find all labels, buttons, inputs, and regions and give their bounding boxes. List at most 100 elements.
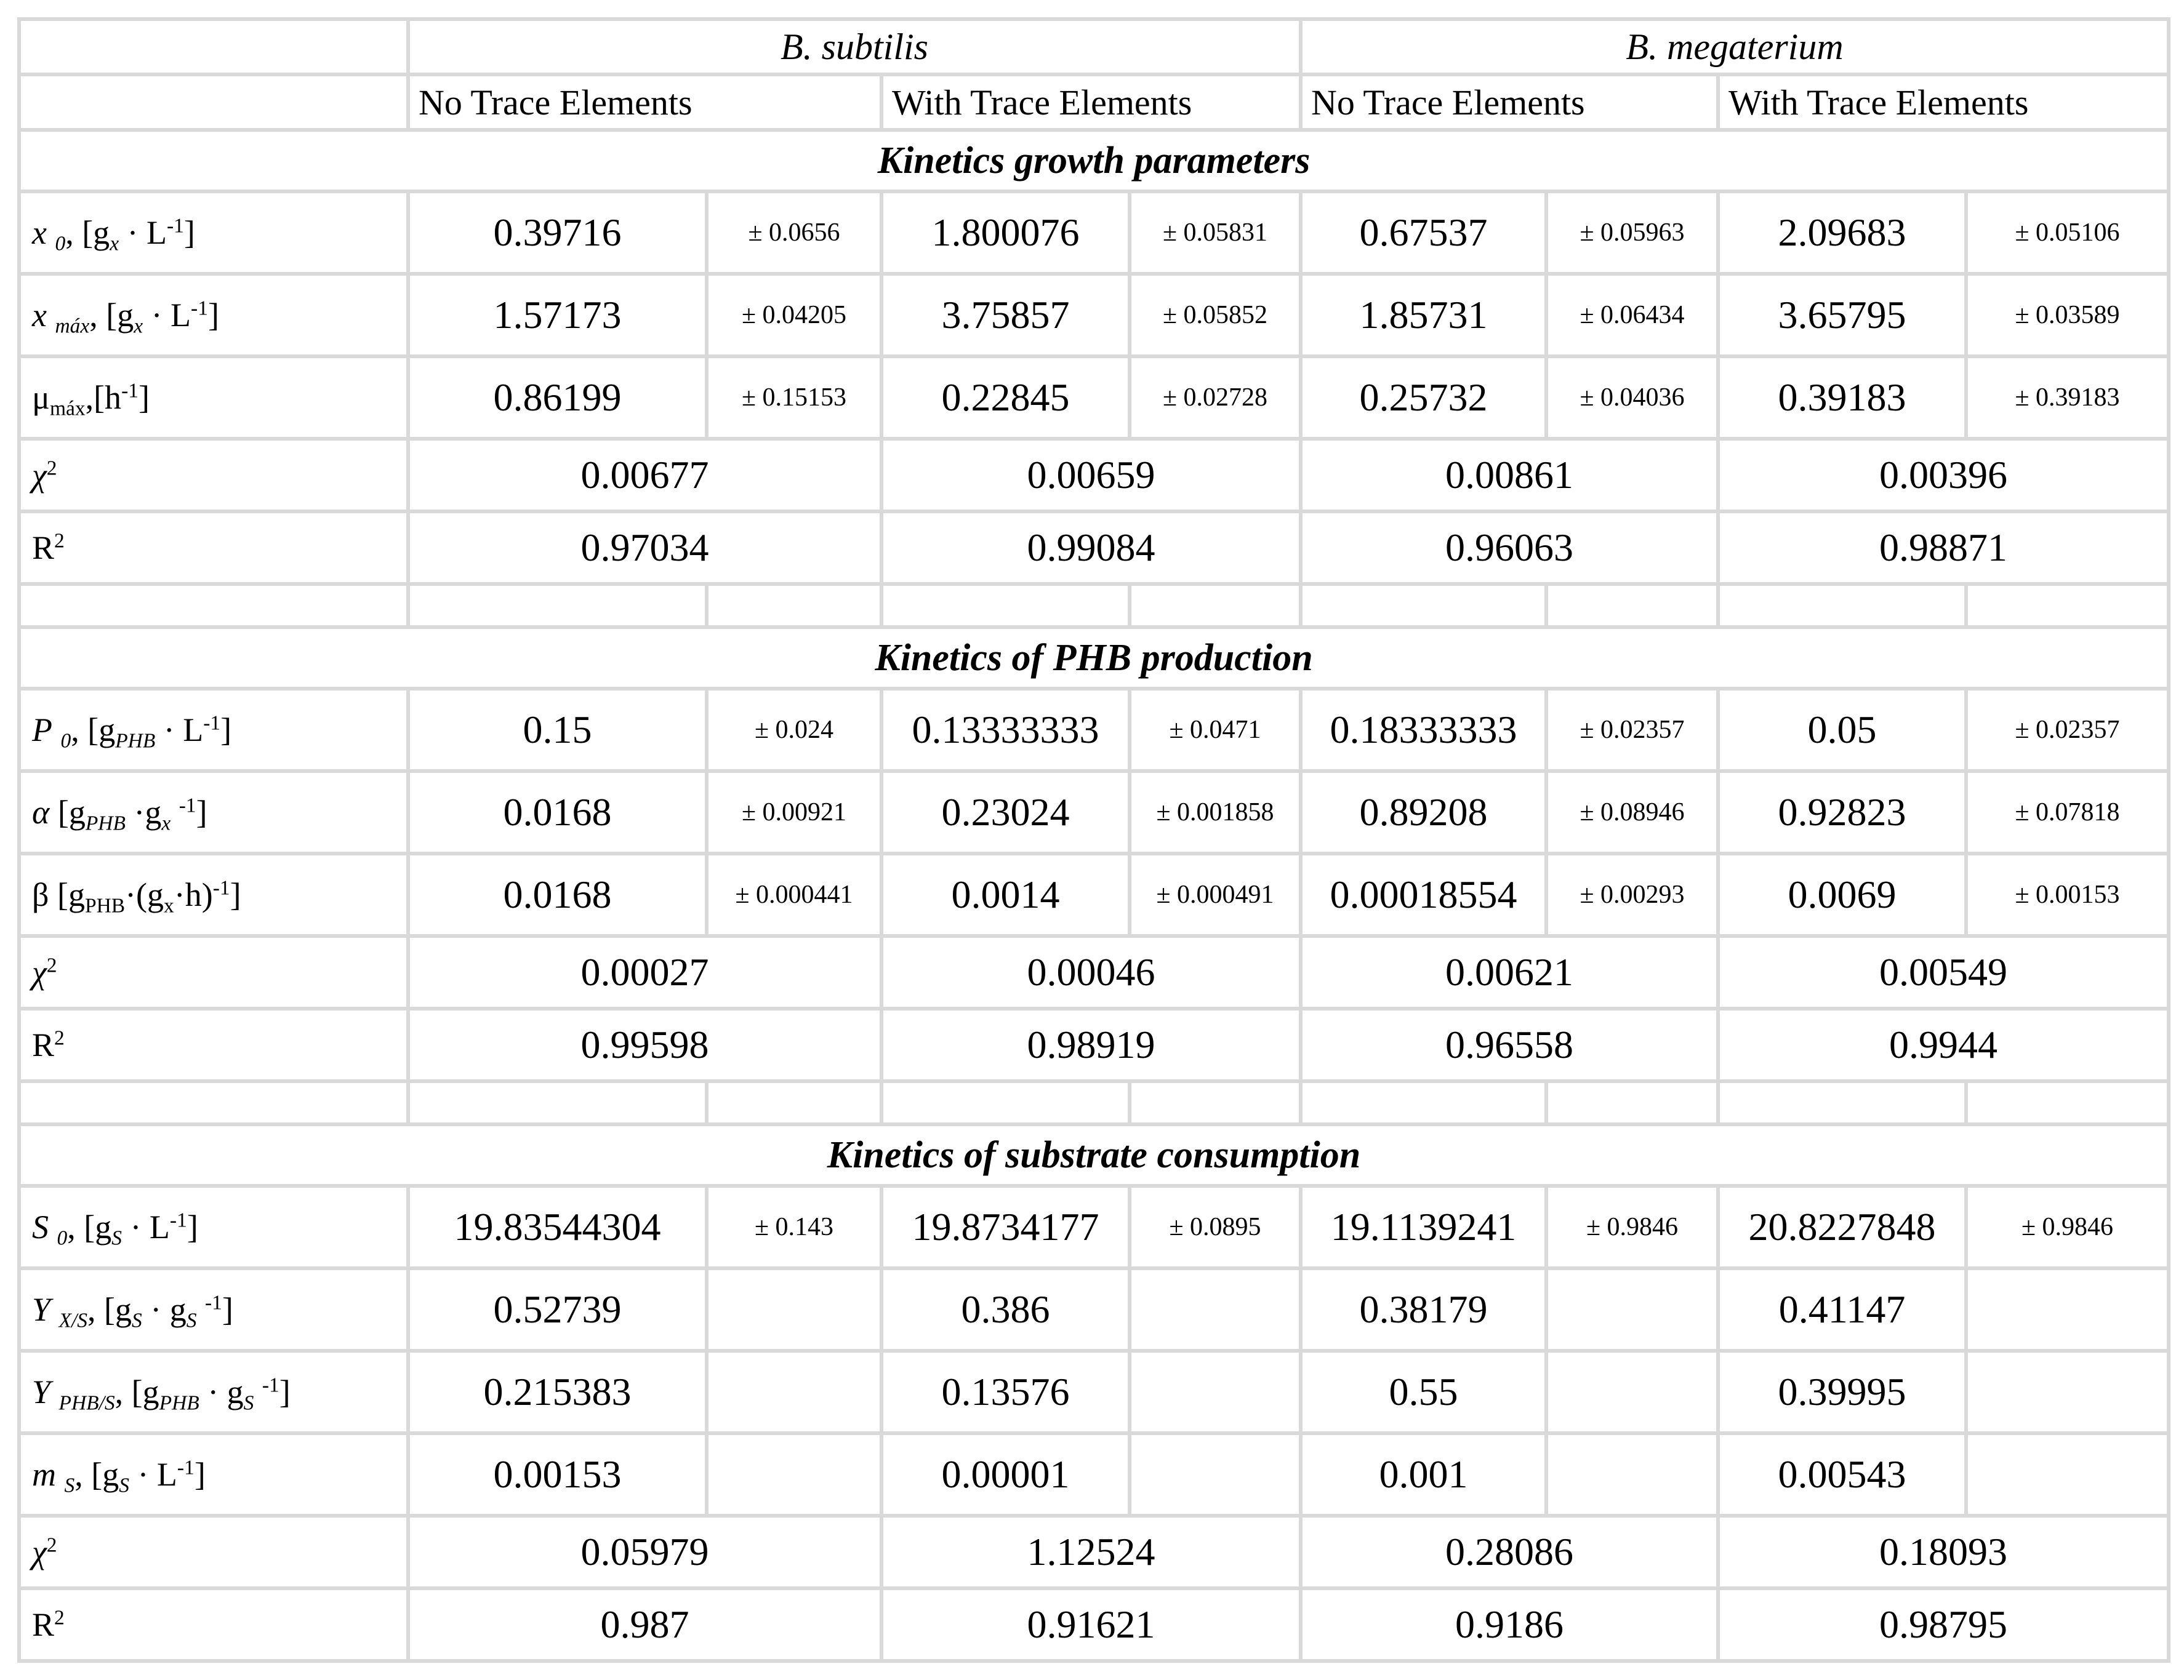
param-label-xmax: x máx, [gx · L-1] (17, 272, 410, 358)
error-cell: ± 0.000491 (1127, 852, 1303, 938)
error-cell: ± 0.05963 (1544, 190, 1720, 276)
value-cell: 19.83544304 (406, 1184, 709, 1270)
value-cell: 0.0069 (1716, 852, 1969, 938)
r2-row-substrate: R2 0.987 0.91621 0.9186 0.98795 (17, 1586, 2171, 1663)
r2-row-growth: R2 0.97034 0.99084 0.96063 0.98871 (17, 510, 2171, 586)
condition-header-1: No Trace Elements (406, 73, 883, 132)
param-row-mumax: μmáx,[h-1] 0.86199 ± 0.15153 0.22845 ± 0… (17, 354, 2171, 441)
param-label-yxs: Y X/S, [gS · gS -1] (17, 1266, 410, 1353)
error-cell (1544, 1431, 1720, 1518)
stat-value-cell: 0.00621 (1299, 934, 1720, 1010)
param-row-beta: β [gPHB·(gx·h)-1] 0.0168 ± 0.000441 0.00… (17, 852, 2171, 938)
param-label-beta: β [gPHB·(gx·h)-1] (17, 852, 410, 938)
param-row-yxs: Y X/S, [gS · gS -1] 0.52739 0.386 0.3817… (17, 1266, 2171, 1353)
species-header-b-megaterium: B. megaterium (1299, 17, 2171, 76)
stat-value-cell: 0.98795 (1716, 1586, 2171, 1663)
section-title-row-substrate: Kinetics of substrate consumption (17, 1122, 2171, 1188)
error-cell (1964, 1266, 2171, 1353)
condition-header-row: No Trace Elements With Trace Elements No… (17, 73, 2171, 132)
error-cell (705, 1266, 883, 1353)
value-cell: 1.800076 (880, 190, 1131, 276)
value-cell: 20.8227848 (1716, 1184, 1969, 1270)
value-cell: 0.55 (1299, 1349, 1549, 1435)
stat-value-cell: 0.99598 (406, 1007, 883, 1083)
value-cell: 0.22845 (880, 354, 1131, 441)
param-label-x0: x 0, [gx · L-1] (17, 190, 410, 276)
value-cell: 0.89208 (1299, 769, 1549, 855)
value-cell: 19.8734177 (880, 1184, 1131, 1270)
chi2-row-phb: χ2 0.00027 0.00046 0.00621 0.00549 (17, 934, 2171, 1010)
error-cell: ± 0.03589 (1964, 272, 2171, 358)
value-cell: 2.09683 (1716, 190, 1969, 276)
section-title-row-phb: Kinetics of PHB production (17, 625, 2171, 690)
stat-value-cell: 0.97034 (406, 510, 883, 586)
error-cell (1964, 1349, 2171, 1435)
error-cell: ± 0.05831 (1127, 190, 1303, 276)
value-cell: 0.38179 (1299, 1266, 1549, 1353)
condition-header-2: With Trace Elements (879, 73, 1303, 132)
value-cell: 0.41147 (1716, 1266, 1969, 1353)
value-cell: 0.13333333 (880, 687, 1131, 773)
chi2-row-substrate: χ2 0.05979 1.12524 0.28086 0.18093 (17, 1514, 2171, 1590)
value-cell: 0.13576 (880, 1349, 1131, 1435)
value-cell: 0.00001 (880, 1431, 1131, 1518)
value-cell: 0.39995 (1716, 1349, 1969, 1435)
error-cell (705, 1431, 883, 1518)
value-cell: 0.0014 (880, 852, 1131, 938)
error-cell: ± 0.00921 (705, 769, 883, 855)
value-cell: 19.1139241 (1299, 1184, 1549, 1270)
section-title-phb: Kinetics of PHB production (17, 625, 2171, 690)
param-label-yphbs: Y PHB/S, [gPHB · gS -1] (17, 1349, 410, 1435)
stat-label-r2: R2 (17, 1586, 410, 1663)
error-cell: ± 0.001858 (1127, 769, 1303, 855)
value-cell: 0.67537 (1299, 190, 1549, 276)
stat-value-cell: 0.18093 (1716, 1514, 2171, 1590)
error-cell: ± 0.02357 (1964, 687, 2171, 773)
param-label-s0: S 0, [gS · L-1] (17, 1184, 410, 1270)
error-cell: ± 0.08946 (1544, 769, 1720, 855)
error-cell: ± 0.024 (705, 687, 883, 773)
value-cell: 0.215383 (406, 1349, 709, 1435)
value-cell: 0.00153 (406, 1431, 709, 1518)
param-row-x0: x 0, [gx · L-1] 0.39716 ± 0.0656 1.80007… (17, 190, 2171, 276)
stat-value-cell: 0.98871 (1716, 510, 2171, 586)
stat-value-cell: 0.00659 (879, 437, 1303, 513)
value-cell: 0.18333333 (1299, 687, 1549, 773)
value-cell: 0.05 (1716, 687, 1969, 773)
value-cell: 0.92823 (1716, 769, 1969, 855)
condition-header-4: With Trace Elements (1716, 73, 2171, 132)
stat-value-cell: 0.00046 (879, 934, 1303, 1010)
error-cell: ± 0.0895 (1127, 1184, 1303, 1270)
corner-cell (17, 73, 410, 132)
stat-value-cell: 0.96063 (1299, 510, 1720, 586)
value-cell: 0.00543 (1716, 1431, 1969, 1518)
error-cell: ± 0.9846 (1544, 1184, 1720, 1270)
stat-label-chi2: χ2 (17, 437, 410, 513)
param-row-alpha: α [gPHB ·gx -1] 0.0168 ± 0.00921 0.23024… (17, 769, 2171, 855)
spacer-row (17, 1079, 2171, 1126)
param-row-s0: S 0, [gS · L-1] 19.83544304 ± 0.143 19.8… (17, 1184, 2171, 1270)
value-cell: 1.85731 (1299, 272, 1549, 358)
stat-label-chi2: χ2 (17, 934, 410, 1010)
error-cell: ± 0.000441 (705, 852, 883, 938)
section-title-row-growth: Kinetics growth parameters (17, 128, 2171, 193)
stat-label-r2: R2 (17, 510, 410, 586)
stat-value-cell: 0.00396 (1716, 437, 2171, 513)
condition-header-3: No Trace Elements (1299, 73, 1720, 132)
error-cell (1544, 1266, 1720, 1353)
param-row-ms: m S, [gS · L-1] 0.00153 0.00001 0.001 0.… (17, 1431, 2171, 1518)
param-row-yphbs: Y PHB/S, [gPHB · gS -1] 0.215383 0.13576… (17, 1349, 2171, 1435)
error-cell: ± 0.0471 (1127, 687, 1303, 773)
value-cell: 3.75857 (880, 272, 1131, 358)
param-row-xmax: x máx, [gx · L-1] 1.57173 ± 0.04205 3.75… (17, 272, 2171, 358)
spacer-row (17, 582, 2171, 629)
r2-row-phb: R2 0.99598 0.98919 0.96558 0.9944 (17, 1007, 2171, 1083)
error-cell: ± 0.02357 (1544, 687, 1720, 773)
error-cell: ± 0.07818 (1964, 769, 2171, 855)
error-cell: ± 0.0656 (705, 190, 883, 276)
param-label-alpha: α [gPHB ·gx -1] (17, 769, 410, 855)
stat-value-cell: 0.9944 (1716, 1007, 2171, 1083)
error-cell (1544, 1349, 1720, 1435)
stat-value-cell: 1.12524 (879, 1514, 1303, 1590)
